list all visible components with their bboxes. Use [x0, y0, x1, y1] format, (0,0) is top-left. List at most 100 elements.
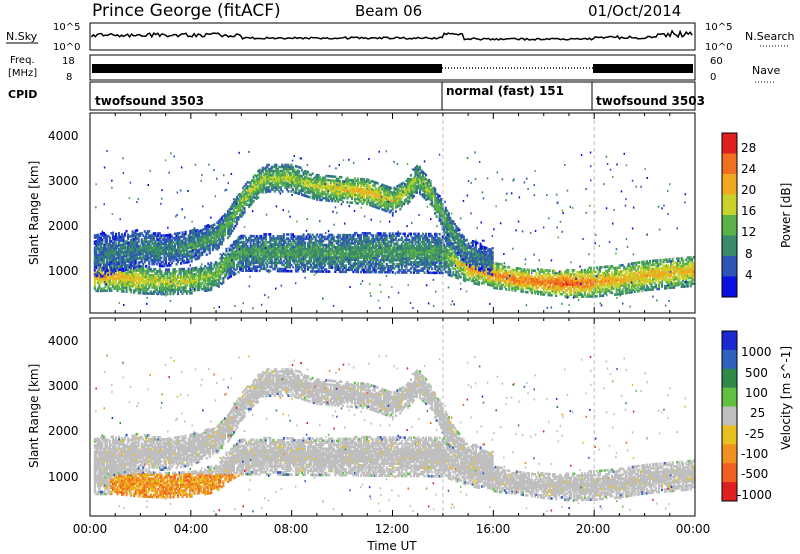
power-cell [304, 249, 307, 253]
power-cell [187, 244, 190, 247]
power-cell [219, 257, 222, 260]
power-cell [164, 284, 167, 288]
power-cell [154, 272, 157, 275]
power-cell [258, 191, 261, 194]
power-cell [193, 234, 196, 237]
power-cell [122, 275, 125, 279]
power-cell [282, 253, 285, 257]
power-cell [304, 270, 307, 273]
power-cell [369, 248, 372, 251]
power-cell [177, 280, 180, 283]
power-cell [169, 282, 172, 286]
power-cell [384, 207, 387, 210]
power-cell [366, 190, 369, 194]
power-cell [118, 250, 121, 253]
power-cell [213, 235, 216, 239]
power-cell [178, 235, 181, 239]
power-cell [199, 247, 202, 251]
power-cell [382, 190, 385, 193]
power-cell [208, 229, 211, 233]
power-cell [350, 258, 353, 261]
power-cell [133, 264, 136, 268]
power-cell [102, 260, 105, 264]
power-cell [139, 281, 142, 285]
power-cell [102, 252, 105, 255]
power-cell [183, 278, 186, 281]
power-cell [160, 272, 163, 275]
power-cell [181, 288, 184, 291]
power-cell [93, 277, 96, 280]
power-cell [387, 250, 390, 254]
power-cell [134, 275, 137, 278]
power-cell [184, 275, 187, 279]
power-cell [225, 266, 228, 269]
power-cell [384, 196, 387, 200]
power-cell [349, 258, 352, 261]
power-cell [329, 181, 332, 184]
power-cell [331, 252, 334, 255]
power-cell [252, 241, 255, 244]
power-cell [140, 238, 143, 241]
power-cell [178, 284, 181, 287]
power-cell [385, 242, 388, 246]
power-cell [214, 234, 217, 238]
power-cell [305, 194, 308, 198]
power-cell [397, 198, 400, 201]
power-cell [229, 226, 232, 229]
power-cell [164, 248, 167, 252]
power-cell [234, 252, 237, 255]
power-cell [355, 201, 358, 205]
power-cell [134, 251, 137, 255]
power-cell [270, 257, 273, 261]
power-cell [167, 237, 170, 241]
power-cell [152, 234, 155, 237]
power-cell [125, 242, 128, 245]
power-cell [331, 233, 334, 237]
power-cell [223, 225, 226, 229]
power-cell [105, 253, 108, 257]
power-cell [278, 259, 281, 263]
power-cell [193, 230, 196, 233]
power-cell [220, 234, 223, 238]
power-cell [136, 275, 139, 278]
power-cell [184, 284, 187, 287]
power-cell [331, 193, 334, 197]
power-cell [163, 272, 166, 275]
power-cell [281, 239, 284, 242]
power-cell [387, 254, 390, 258]
power-cell [208, 264, 211, 267]
power-cell [133, 258, 136, 261]
power-cell [388, 258, 391, 262]
power-cell [161, 278, 164, 282]
power-cell [382, 260, 385, 264]
power-cell [399, 260, 402, 264]
power-cell [335, 191, 338, 195]
power-cell [294, 253, 297, 257]
power-cell [329, 258, 332, 261]
power-cell [270, 186, 273, 189]
power-cell [102, 234, 105, 237]
power-cell [251, 249, 254, 252]
power-cell [257, 259, 260, 262]
power-cell [189, 250, 192, 253]
power-cell [208, 243, 211, 247]
power-cell [219, 281, 222, 285]
power-cell [387, 187, 390, 191]
power-cell [304, 243, 307, 247]
power-cell [332, 237, 335, 241]
power-cell [337, 185, 340, 189]
power-cell [257, 180, 260, 183]
power-cell [245, 265, 248, 268]
power-cell [255, 247, 258, 250]
power-cell [314, 245, 317, 249]
power-cell [127, 278, 130, 281]
power-cell [108, 289, 111, 292]
power-cell [163, 288, 166, 292]
power-cell [379, 250, 382, 254]
power-cell [337, 233, 340, 237]
power-cell [245, 203, 248, 206]
power-cell [381, 256, 384, 260]
power-cell [335, 250, 338, 253]
power-cell [361, 248, 364, 251]
power-cell [296, 247, 299, 251]
